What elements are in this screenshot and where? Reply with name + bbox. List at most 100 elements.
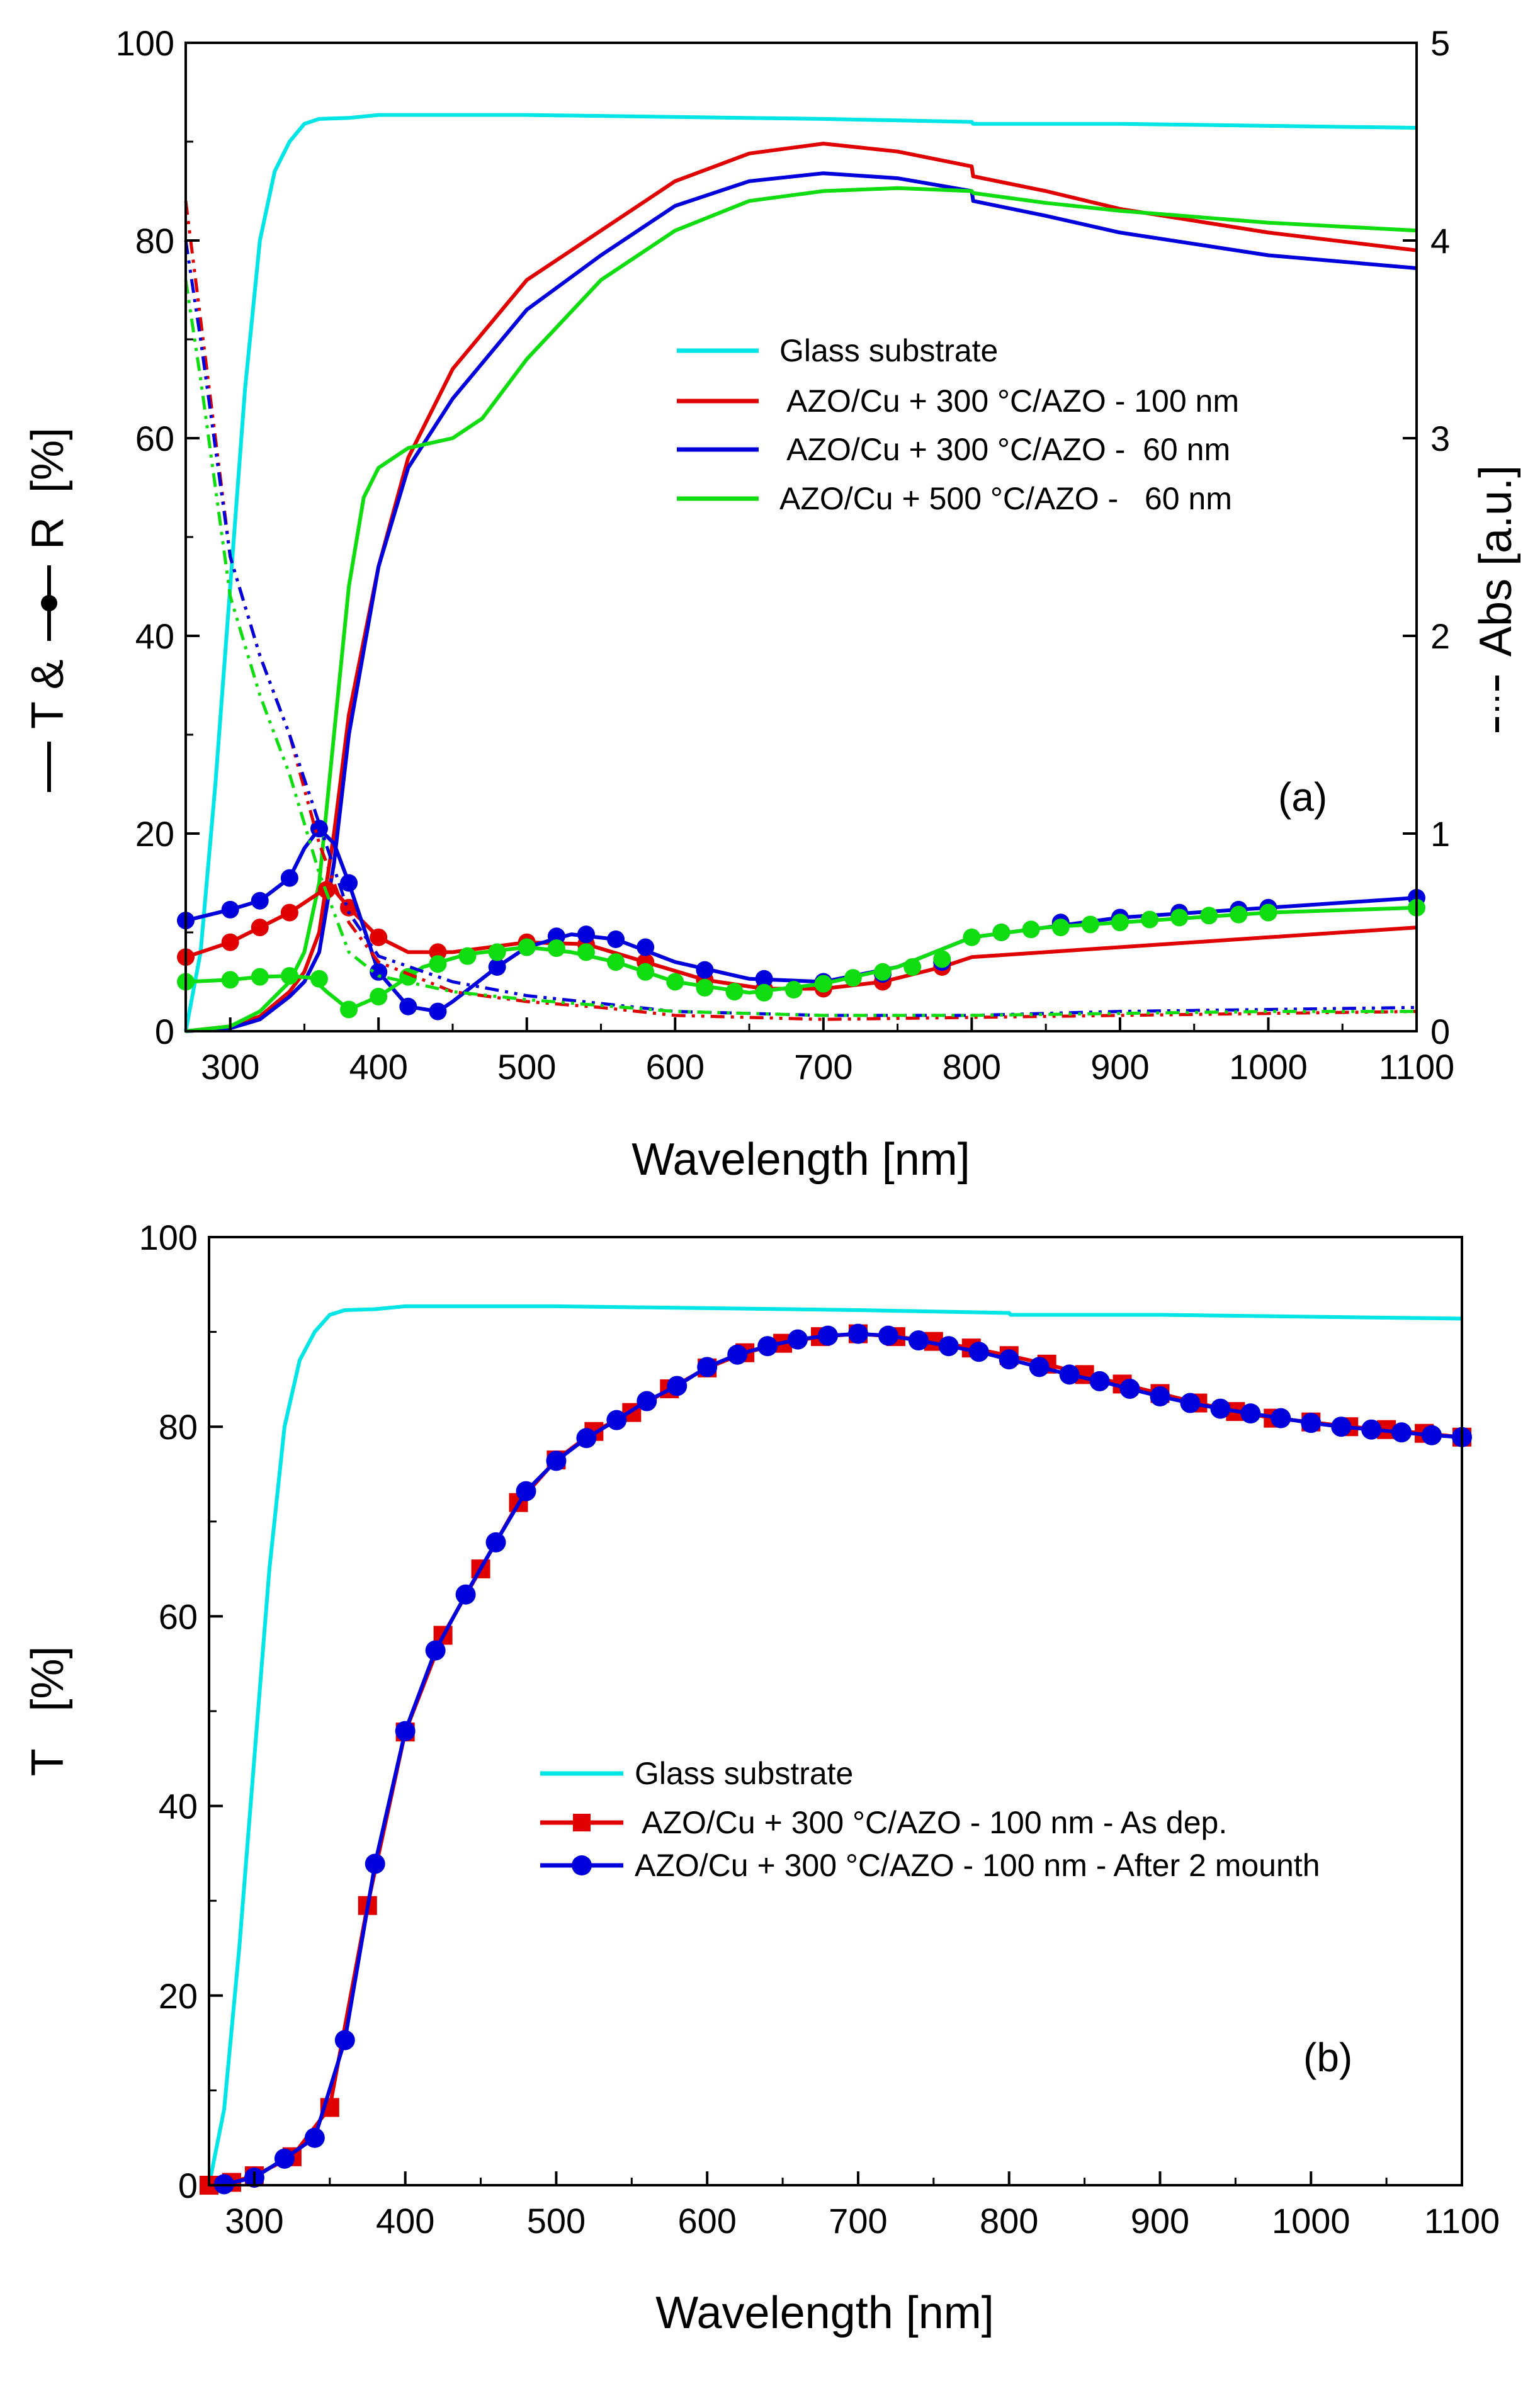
data-point-azo-cu-500-c-azo-60-nm-r [844, 969, 862, 987]
data-point-azo-cu-300-c-azo-60-nm-r [429, 1002, 447, 1021]
data-point-azo-cu-300-c-azo-60-nm-r [488, 958, 506, 976]
data-point-azo-cu-500-c-azo-60-nm-r [903, 958, 922, 976]
panel-b-x-tick-label: 300 [225, 2201, 283, 2241]
data-point-azo-cu-300-c-azo-100-nm-after-2-mounth [1361, 1419, 1382, 1440]
legend-label-glass: Glass substrate [779, 333, 998, 368]
data-point-azo-cu-500-c-azo-60-nm-r [1111, 913, 1129, 932]
data-point-azo-cu-300-c-azo-100-nm-after-2-mounth [365, 1853, 385, 1874]
data-point-azo-cu-300-c-azo-100-nm-after-2-mounth [968, 1342, 989, 1362]
panel-a-y-tick-label: 0 [155, 1012, 174, 1051]
data-point-azo-cu-500-c-azo-60-nm-r [1141, 910, 1159, 929]
data-point-azo-cu-500-c-azo-60-nm-r [310, 970, 328, 988]
data-point-azo-cu-300-c-azo-100-nm-after-2-mounth [1119, 1378, 1140, 1399]
panel-a-left-axis-title: T & R [%] [23, 427, 73, 792]
panel-a-left-axis-title-t: T & [23, 659, 73, 729]
panel-a-x-tick-label: 400 [349, 1047, 407, 1087]
legend-label-glass-b: Glass substrate [635, 1756, 853, 1791]
data-point-azo-cu-300-c-azo-60-nm-r [340, 874, 358, 892]
panel-a-x-tick-label: 900 [1090, 1047, 1149, 1087]
panel-b-x-tick-label: 600 [677, 2201, 736, 2241]
panel-a-right-y-tick-label: 5 [1430, 23, 1450, 63]
data-point-azo-cu-300-c-azo-60-nm-r [370, 963, 388, 981]
panel-b-y-axis-title: T [%] [23, 1646, 73, 1777]
data-point-azo-cu-500-c-azo-60-nm-r [933, 950, 951, 968]
panel-b-y-tick-label: 20 [159, 1976, 198, 2016]
panel-b-y-tick-label: 40 [159, 1787, 198, 1826]
panel-a-right-y-tick-label: 2 [1430, 616, 1450, 656]
data-point-azo-cu-300-c-azo-100-nm-after-2-mounth [274, 2148, 295, 2169]
data-point-azo-cu-500-c-azo-60-nm-r [340, 1000, 358, 1019]
data-point-azo-cu-300-c-azo-100-nm-after-2-mounth [847, 1323, 868, 1344]
series-line-glass-substrate-t [184, 113, 1417, 1032]
data-point-azo-cu-300-c-azo-100-nm-after-2-mounth [999, 1349, 1019, 1370]
series-line-azo-cu-500-c-azo-60-nm-t [185, 186, 1417, 1033]
data-point-azo-cu-500-c-azo-60-nm-r [1259, 903, 1277, 922]
data-point-azo-cu-500-c-azo-60-nm-r [725, 983, 744, 1001]
panel-a: 300 400 500 600 700 800 900 1000 110002040608010… [23, 23, 1521, 1185]
data-point-azo-cu-300-c-azo-100-nm-after-2-mounth [727, 1344, 748, 1365]
data-point-azo-cu-500-c-azo-60-nm-r [1081, 915, 1099, 934]
panel-a-right-y-tick-label: 4 [1430, 221, 1450, 261]
data-point-azo-cu-500-c-azo-60-nm-r [1170, 908, 1189, 927]
data-point-azo-cu-500-c-azo-60-nm-r [1022, 920, 1040, 939]
panel-a-plot-area [177, 113, 1425, 1033]
data-point-azo-cu-300-c-azo-60-nm-r [280, 869, 298, 887]
panel-a-right-y-tick-label: 1 [1430, 814, 1450, 854]
data-point-azo-cu-300-c-azo-100-nm-after-2-mounth [1301, 1413, 1322, 1434]
data-point-azo-cu-500-c-azo-60-nm-r [251, 968, 269, 986]
data-point-azo-cu-300-c-azo-100-nm-r [251, 919, 269, 937]
panel-a-x-tick-label: 700 [794, 1047, 852, 1087]
data-point-azo-cu-500-c-azo-60-nm-r [1051, 919, 1070, 937]
panel-a-y-tick-label: 60 [135, 419, 174, 458]
data-point-azo-cu-300-c-azo-100-nm-after-2-mounth [425, 1640, 446, 1661]
data-point-azo-cu-300-c-azo-100-nm-after-2-mounth [1210, 1398, 1231, 1419]
panel-b-y-tick-label: 80 [159, 1407, 198, 1447]
legend-label-as-dep: AZO/Cu + 300 °C/AZO - 100 nm - As dep. [635, 1805, 1227, 1840]
series-line-glass-substrate [207, 1304, 1463, 2186]
data-point-azo-cu-300-c-azo-100-nm-after-2-mounth [878, 1325, 898, 1346]
panel-a-ticks: 300 400 500 600 700 800 900 1000 110002040608010… [116, 23, 1455, 1087]
panel-b-y-tick-label: 100 [139, 1218, 198, 1257]
data-point-azo-cu-500-c-azo-60-nm-r [637, 963, 655, 981]
data-point-azo-cu-500-c-azo-60-nm-r [221, 971, 239, 989]
panel-b-ticks: 300 400 500 600 700 800 900 1000 1100 0 20 40 60 80 10… [139, 1218, 1500, 2241]
data-point-azo-cu-500-c-azo-60-nm-r [874, 963, 892, 981]
data-point-azo-cu-300-c-azo-100-nm-after-2-mounth [908, 1330, 929, 1351]
data-point-azo-cu-300-c-azo-100-nm-after-2-mounth [667, 1376, 688, 1396]
series-line-azo-cu-300-c-azo-60-nm-t [185, 171, 1417, 1033]
data-point-azo-cu-300-c-azo-60-nm-r [755, 970, 773, 988]
data-point-azo-cu-500-c-azo-60-nm-r [607, 953, 625, 971]
data-point-azo-cu-300-c-azo-100-nm-after-2-mounth [1180, 1393, 1201, 1413]
data-point-azo-cu-500-c-azo-60-nm-r [1200, 907, 1218, 925]
data-point-azo-cu-300-c-azo-100-nm-r [221, 933, 239, 951]
panel-b-x-axis-title: Wavelength [nm] [655, 2288, 994, 2338]
panel-b-legend: Glass substrate AZO/Cu + 300 °C/AZO - 10… [540, 1756, 1320, 1883]
panel-b-x-tick-label: 400 [376, 2201, 434, 2241]
data-point-azo-cu-300-c-azo-100-nm-after-2-mounth [546, 1451, 567, 1471]
legend-label-500c-60nm: AZO/Cu + 500 °C/AZO - 60 nm [779, 481, 1232, 516]
data-point-azo-cu-300-c-azo-60-nm-r [577, 925, 595, 944]
data-point-azo-cu-300-c-azo-60-nm-r [399, 997, 417, 1015]
panel-a-right-y-tick-label: 0 [1430, 1012, 1450, 1051]
legend-label-300c-100nm: AZO/Cu + 300 °C/AZO - 100 nm [779, 383, 1239, 419]
panel-b-x-tick-label: 1000 [1272, 2201, 1350, 2241]
panel-a-legend: Glass substrate AZO/Cu + 300 °C/AZO - 10… [677, 333, 1239, 516]
data-point-azo-cu-300-c-azo-100-nm-after-2-mounth [818, 1325, 839, 1346]
data-point-azo-cu-300-c-azo-100-nm-r [370, 928, 388, 946]
data-point-azo-cu-500-c-azo-60-nm-r [547, 939, 565, 958]
panel-a-left-axis-title-r: R [23, 517, 73, 550]
panel-a-x-tick-label: 1100 [1379, 1047, 1454, 1087]
data-point-azo-cu-300-c-azo-100-nm-after-2-mounth [1422, 1425, 1442, 1445]
data-point-azo-cu-300-c-azo-100-nm-after-2-mounth [395, 1721, 416, 1741]
panel-b-label: (b) [1303, 2035, 1352, 2080]
data-point-azo-cu-300-c-azo-100-nm-after-2-mounth [576, 1428, 597, 1449]
data-point-azo-cu-500-c-azo-60-nm-r [992, 924, 1011, 941]
panel-a-label: (a) [1278, 774, 1327, 820]
legend-label-300c-60nm: AZO/Cu + 300 °C/AZO - 60 nm [779, 432, 1230, 467]
panel-b-x-tick-label: 500 [527, 2201, 586, 2241]
data-point-azo-cu-300-c-azo-100-nm-after-2-mounth [334, 2030, 355, 2050]
panel-a-x-tick-label: 600 [646, 1047, 705, 1087]
panel-a-x-tick-label: 800 [943, 1047, 1001, 1087]
